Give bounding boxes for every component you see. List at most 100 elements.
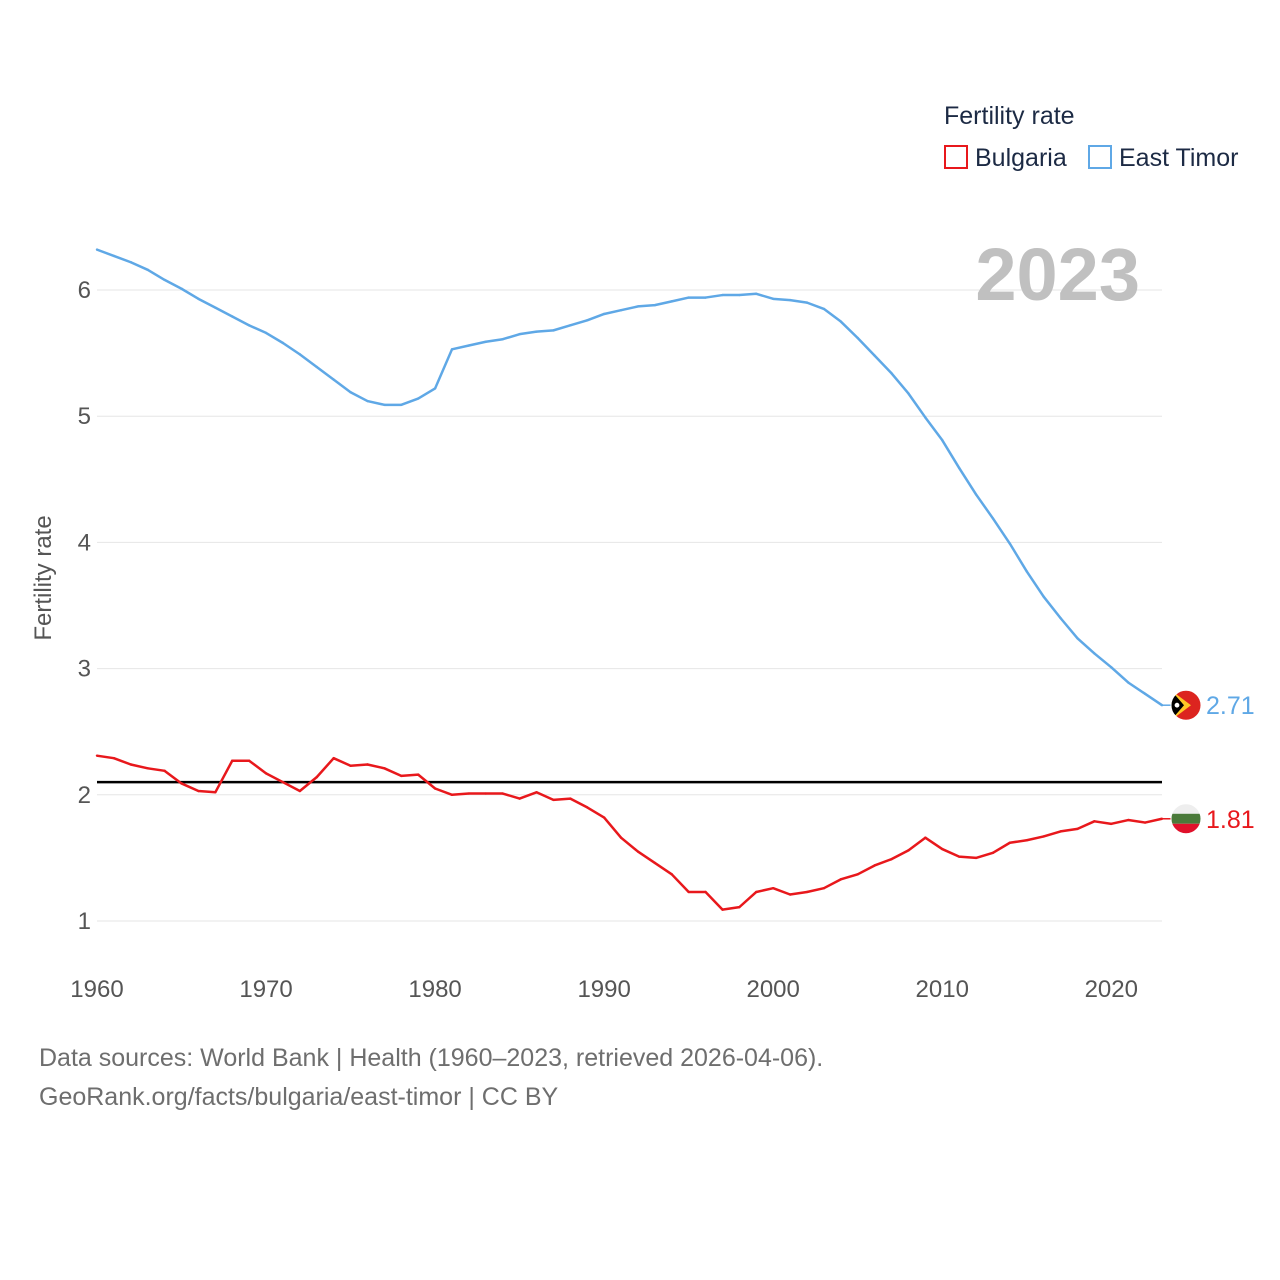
data-point <box>552 798 555 802</box>
data-point <box>924 836 927 839</box>
data-point <box>1093 652 1096 655</box>
data-point <box>991 517 995 520</box>
data-point <box>298 789 302 793</box>
data-point <box>231 759 234 762</box>
data-point <box>957 466 961 470</box>
end-value-label: 1.81 <box>1206 806 1255 834</box>
data-point <box>1126 681 1130 684</box>
data-point <box>586 806 589 809</box>
y-axis-title: Fertility rate <box>30 515 57 640</box>
data-point <box>755 292 758 295</box>
data-point <box>569 324 572 327</box>
data-point <box>450 348 454 351</box>
x-tick-label: 1990 <box>577 976 630 1003</box>
data-point <box>315 365 318 369</box>
data-point <box>383 767 386 770</box>
data-point <box>755 890 758 894</box>
data-point <box>586 319 589 322</box>
data-point <box>653 861 657 865</box>
y-tick-label: 6 <box>78 277 91 304</box>
footer-source: Data sources: World Bank | Health (1960–… <box>39 1044 824 1072</box>
y-tick-label: 1 <box>78 908 91 935</box>
y-tick-label: 2 <box>78 782 91 809</box>
data-point <box>416 397 420 400</box>
data-point <box>788 893 792 896</box>
data-point <box>112 757 116 760</box>
x-tick-label: 1970 <box>239 976 292 1003</box>
x-tick-label: 2010 <box>916 976 969 1003</box>
legend-item-bulgaria[interactable]: Bulgaria <box>944 144 1067 172</box>
end-value-label: 2.71 <box>1206 692 1255 720</box>
data-point <box>1110 666 1113 669</box>
data-point <box>771 297 775 301</box>
data-point <box>907 849 910 852</box>
data-point <box>518 332 521 336</box>
data-point <box>1025 570 1028 573</box>
data-point <box>839 878 843 881</box>
data-point <box>890 857 893 861</box>
data-point <box>924 416 927 419</box>
east-timor-flag-icon <box>1170 689 1202 721</box>
data-point <box>366 763 369 766</box>
data-point <box>146 767 149 770</box>
data-point <box>1076 827 1079 831</box>
x-tick-label: 2020 <box>1085 976 1138 1003</box>
data-point <box>535 330 538 333</box>
series-line-bulgaria[interactable] <box>96 754 1163 911</box>
legend-swatch <box>944 145 968 169</box>
legend-item-east-timor[interactable]: East Timor <box>1088 144 1238 172</box>
data-point <box>400 774 403 778</box>
data-point <box>146 268 149 272</box>
data-point <box>1059 830 1062 833</box>
y-tick-label: 4 <box>78 529 91 556</box>
data-point <box>433 787 437 790</box>
data-point <box>569 797 572 800</box>
data-point <box>281 780 285 784</box>
x-tick-label: 1980 <box>408 976 461 1003</box>
data-point <box>247 324 251 327</box>
data-point <box>264 331 268 335</box>
data-point <box>822 307 826 311</box>
data-point <box>231 315 234 318</box>
data-point <box>856 873 859 876</box>
legend-title: Fertility rate <box>944 102 1075 130</box>
data-point <box>1126 818 1130 822</box>
data-point <box>383 403 386 407</box>
data-point <box>1110 822 1113 826</box>
data-point <box>129 261 133 264</box>
data-point <box>298 353 302 356</box>
data-point <box>974 856 978 860</box>
data-point <box>349 391 352 394</box>
data-point <box>332 378 335 381</box>
data-point <box>1042 595 1045 598</box>
chart: 1 2 3 4 5 6 1960 1970 1980 1990 2000 2010 2020 Fertil… <box>30 102 1255 1003</box>
data-point <box>180 287 183 290</box>
data-point <box>1059 616 1062 620</box>
data-point <box>670 300 673 303</box>
data-point <box>907 392 910 395</box>
data-point <box>180 782 183 785</box>
data-point <box>941 438 944 442</box>
data-point <box>704 890 707 894</box>
data-point <box>95 754 99 757</box>
y-tick-label: 5 <box>78 403 91 430</box>
data-point <box>1143 821 1147 824</box>
data-point <box>1008 841 1012 844</box>
legend-label: East Timor <box>1119 144 1238 172</box>
data-point <box>112 254 116 258</box>
data-point <box>95 248 99 251</box>
data-point <box>1093 820 1096 823</box>
data-point <box>535 791 538 794</box>
series-points <box>95 754 1164 911</box>
data-point <box>163 769 166 773</box>
data-point <box>433 387 437 390</box>
footer-url[interactable]: GeoRank.org/facts/bulgaria/east-timor | … <box>39 1083 559 1111</box>
data-point <box>518 797 521 800</box>
data-point <box>941 847 944 851</box>
data-point <box>1042 835 1045 838</box>
data-point <box>264 772 268 775</box>
data-point <box>281 341 285 345</box>
series-line-east-timor[interactable] <box>96 248 1163 707</box>
data-point <box>619 836 623 839</box>
data-point <box>1025 839 1028 842</box>
